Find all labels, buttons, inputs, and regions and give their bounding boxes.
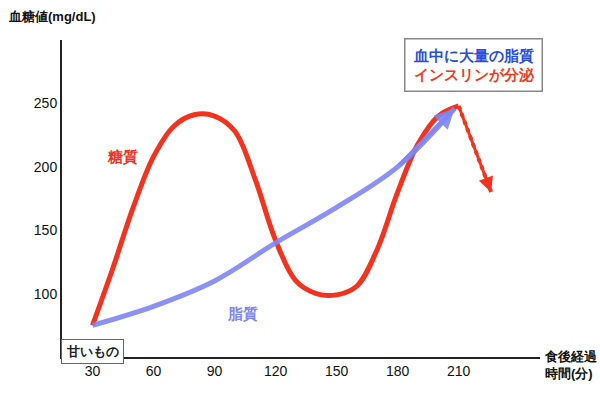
svg-text:150: 150	[325, 363, 349, 379]
svg-text:90: 90	[207, 363, 223, 379]
svg-text:糖質: 糖質	[107, 148, 138, 166]
svg-text:血中に大量の脂質インスリンが分泌: 血中に大量の脂質インスリンが分泌	[413, 47, 535, 84]
svg-text:脂質: 脂質	[227, 305, 258, 323]
svg-text:150: 150	[34, 222, 58, 238]
svg-text:180: 180	[386, 363, 410, 379]
svg-text:250: 250	[34, 95, 58, 111]
svg-text:120: 120	[264, 363, 288, 379]
svg-text:甘いもの: 甘いもの	[66, 344, 119, 359]
svg-text:食後経過時間(分): 食後経過時間(分)	[544, 349, 598, 381]
svg-text:60: 60	[146, 363, 162, 379]
svg-text:210: 210	[447, 363, 471, 379]
svg-text:100: 100	[34, 286, 58, 302]
svg-text:血糖値(mg/dL): 血糖値(mg/dL)	[8, 9, 96, 24]
svg-text:30: 30	[85, 363, 101, 379]
svg-text:200: 200	[34, 159, 58, 175]
